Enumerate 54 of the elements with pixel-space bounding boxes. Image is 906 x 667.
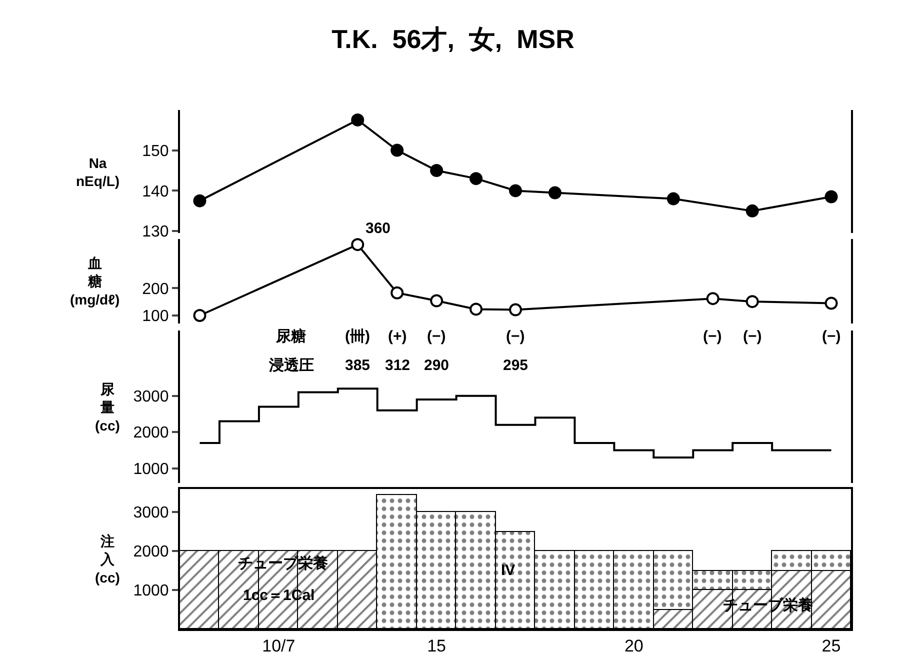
point <box>390 286 404 300</box>
point <box>548 186 562 200</box>
y-tick-label: 150 <box>142 142 169 160</box>
y-axis-title: 血糖(mg/dℓ) <box>70 255 120 308</box>
annotation: (+) <box>388 328 407 345</box>
y-tick-label: 130 <box>142 224 169 241</box>
y-tick-label: 100 <box>142 308 169 326</box>
point <box>470 302 483 316</box>
annotation: 312 <box>385 357 410 374</box>
annotation: (−) <box>822 328 841 345</box>
y-axis-title: 尿量(cc) <box>95 381 120 434</box>
point <box>193 194 206 208</box>
point <box>706 292 720 306</box>
point <box>666 192 680 206</box>
chart-title: T.K. 56才, 女, MSR <box>332 24 575 54</box>
data-label: 360 <box>365 220 391 237</box>
y-tick-label: 2000 <box>133 424 169 442</box>
y-tick-label: 140 <box>142 183 169 200</box>
y-tick-label: 1000 <box>133 582 169 600</box>
point <box>509 184 522 198</box>
point <box>430 164 444 177</box>
x-tick-label: 15 <box>427 636 446 656</box>
annotation: (−) <box>743 328 762 345</box>
y-axis-title: 注入(cc) <box>95 533 120 586</box>
point <box>430 294 444 308</box>
y-tick-label: 2000 <box>133 544 169 561</box>
x-tick-label: 25 <box>822 636 841 656</box>
point <box>824 296 838 310</box>
annotation: (−) <box>703 328 722 345</box>
point <box>390 144 404 157</box>
annotation: 295 <box>503 357 528 374</box>
annotation: IV <box>501 562 516 579</box>
y-axis-title: Na nEq/L) <box>76 155 120 190</box>
annotation: (−) <box>427 328 446 345</box>
point <box>351 238 364 252</box>
annotation: 浸透圧 <box>268 357 314 374</box>
point <box>470 172 483 186</box>
x-tick-label: 20 <box>624 636 644 656</box>
annotation: 385 <box>345 357 370 374</box>
annotation: (−) <box>506 328 525 345</box>
y-tick-label: 1000 <box>133 460 169 478</box>
point <box>824 190 838 204</box>
point <box>746 295 759 308</box>
x-tick-label: 10/7 <box>262 636 296 656</box>
annotation: 尿糖 <box>275 328 306 345</box>
annotation: 290 <box>424 357 450 374</box>
annotation: (卌) <box>345 328 370 345</box>
y-tick-label: 3000 <box>133 504 169 522</box>
y-tick-label: 200 <box>142 280 169 298</box>
point <box>351 113 364 126</box>
y-tick-label: 3000 <box>133 388 169 406</box>
point <box>509 303 522 316</box>
point <box>193 308 206 322</box>
point <box>746 204 759 218</box>
